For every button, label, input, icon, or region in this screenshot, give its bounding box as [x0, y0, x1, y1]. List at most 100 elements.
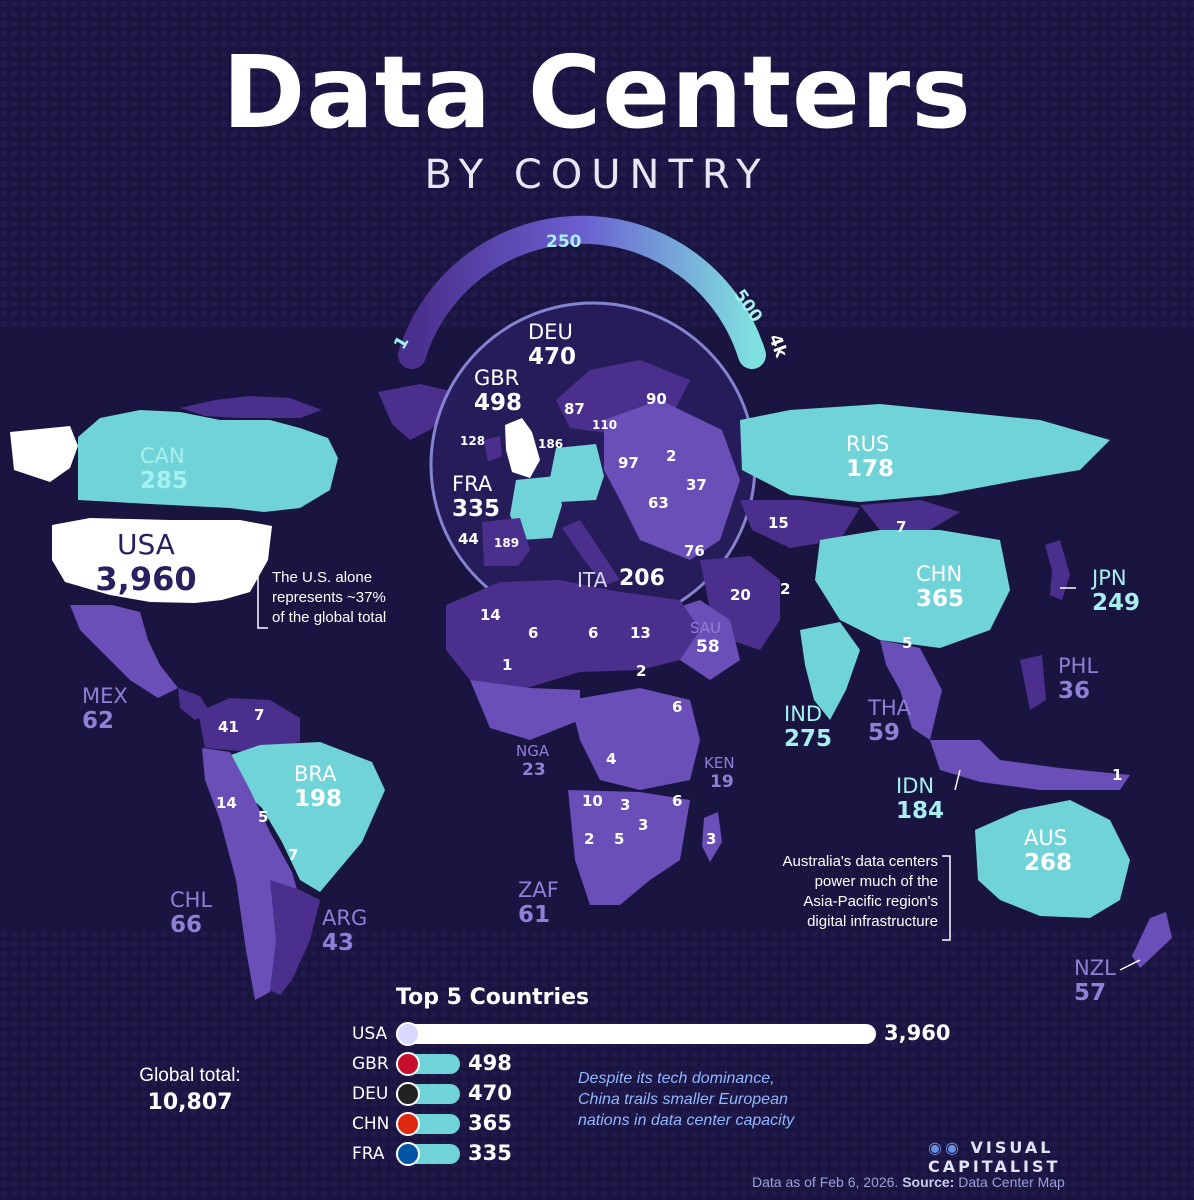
top5-value-label: 3,960 [884, 1021, 951, 1045]
leader-aus [942, 855, 951, 941]
region-value-label: 189 [494, 536, 520, 550]
country-value-label: 275 [784, 726, 833, 752]
country-code-label: JPN [1092, 566, 1127, 590]
region-value-label: 4 [606, 750, 617, 768]
scale-arc [398, 215, 766, 369]
region-ireland [484, 436, 502, 462]
region-iberia [482, 518, 530, 566]
binoculars-icon: ◉◉ [928, 1138, 962, 1157]
country-value-label: 249 [1092, 590, 1141, 616]
region-value-label: 6 [672, 792, 683, 810]
region-argentina [270, 880, 320, 995]
region-value-label: 3 [706, 830, 717, 848]
country-code-label: NZL [1074, 956, 1116, 980]
region-central-asia [740, 500, 860, 548]
region-germany [550, 444, 604, 502]
china-note-line: Despite its tech dominance, [578, 1070, 775, 1087]
country-code-label: IDN [896, 774, 935, 798]
country-code-label: ITA [577, 568, 608, 592]
country-value-label: 3,960 [95, 560, 197, 598]
country-code-label: THA [868, 696, 911, 720]
region-value-label: 2 [666, 447, 677, 465]
region-value-label: 110 [592, 418, 618, 432]
region-value-label: 2 [584, 830, 595, 848]
region-value-label: 15 [768, 514, 789, 532]
brand-logo: ◉◉ VISUAL CAPITALIST [928, 1138, 1194, 1176]
region-value-label: 186 [538, 437, 564, 451]
region-new-zealand [1132, 912, 1172, 968]
country-value-label: 66 [170, 912, 203, 938]
australia-note: Australia's data centers power much of t… [752, 852, 938, 932]
global-total-label: Global total: [139, 1065, 241, 1086]
top5-title: Top 5 Countries [396, 985, 590, 1010]
page-title: Data Centers [222, 34, 972, 151]
region-south-america-north [198, 698, 300, 752]
region-value-label: 6 [528, 624, 539, 642]
footer: Data as of Feb 6, 2026. Source: Data Cen… [752, 1174, 1065, 1190]
country-value-label: 23 [522, 760, 546, 780]
flag-icon [396, 1082, 420, 1106]
china-note-line: nations in data center capacity [578, 1112, 795, 1129]
flag-icon [396, 1022, 420, 1046]
country-value-label: 198 [294, 786, 343, 812]
global-total-value: 10,807 [147, 1090, 233, 1115]
country-code-label: GBR [474, 366, 520, 390]
page-subtitle: BY COUNTRY [424, 152, 770, 198]
region-russia [740, 404, 1110, 502]
country-value-label: 498 [474, 390, 523, 416]
region-value-label: 90 [646, 390, 667, 408]
region-greenland [378, 384, 455, 440]
region-value-label: 1 [1112, 766, 1123, 784]
country-value-label: 184 [896, 798, 945, 824]
usa-note-line: of the global total [272, 609, 387, 626]
region-france [510, 476, 562, 540]
region-value-label: 2 [780, 580, 791, 598]
region-madagascar [702, 812, 722, 862]
top5-country-label: CHN [352, 1114, 390, 1134]
region-value-label: 6 [588, 624, 599, 642]
region-value-label: 14 [480, 606, 501, 624]
region-west-africa [470, 680, 580, 740]
usa-note: The U.S. alone represents ~37% of the gl… [272, 568, 386, 628]
country-value-label: 268 [1024, 850, 1073, 876]
pixel-texture-bottom [0, 930, 1194, 1200]
region-australia [975, 800, 1130, 918]
top5-country-label: FRA [352, 1144, 385, 1164]
region-andes [202, 748, 300, 1000]
scale-label: 250 [546, 232, 582, 252]
country-value-label: 285 [140, 468, 189, 494]
country-code-label: ZAF [518, 878, 559, 902]
region-value-label: 128 [460, 434, 486, 448]
region-southeast-asia [880, 640, 942, 740]
region-value-label: 44 [458, 530, 479, 548]
country-value-label: 19 [710, 772, 734, 792]
country-code-label: CHN [916, 562, 963, 586]
region-value-label: 76 [684, 542, 705, 560]
china-note-line: China trails smaller European [578, 1091, 788, 1108]
region-value-label: 13 [630, 624, 651, 642]
australia-note-line: Asia-Pacific region's [803, 893, 938, 910]
china-note: Despite its tech dominance, China trails… [578, 1068, 794, 1131]
country-value-label: 57 [1074, 980, 1107, 1006]
australia-note-line: digital infrastructure [807, 913, 938, 930]
region-value-label: 5 [614, 830, 625, 848]
country-code-label: DEU [528, 320, 573, 344]
top5-country-label: DEU [352, 1084, 389, 1104]
usa-note-line: represents ~37% [272, 589, 386, 606]
region-north-africa [446, 580, 700, 690]
top5-value-label: 365 [468, 1111, 512, 1135]
leader-nzl [1119, 959, 1141, 971]
top5-country-label: USA [352, 1024, 388, 1044]
region-arctic-islands [180, 396, 322, 418]
country-value-label: 365 [916, 586, 965, 612]
footer-source-label: Source: [902, 1174, 955, 1190]
region-value-label: 10 [582, 792, 603, 810]
flag-icon [396, 1052, 420, 1076]
country-code-label: ARG [322, 906, 368, 930]
country-code-label: FRA [452, 472, 493, 496]
region-japan [1045, 540, 1070, 600]
region-uk [505, 418, 540, 478]
region-india [800, 622, 860, 720]
region-value-label: 2 [636, 662, 647, 680]
